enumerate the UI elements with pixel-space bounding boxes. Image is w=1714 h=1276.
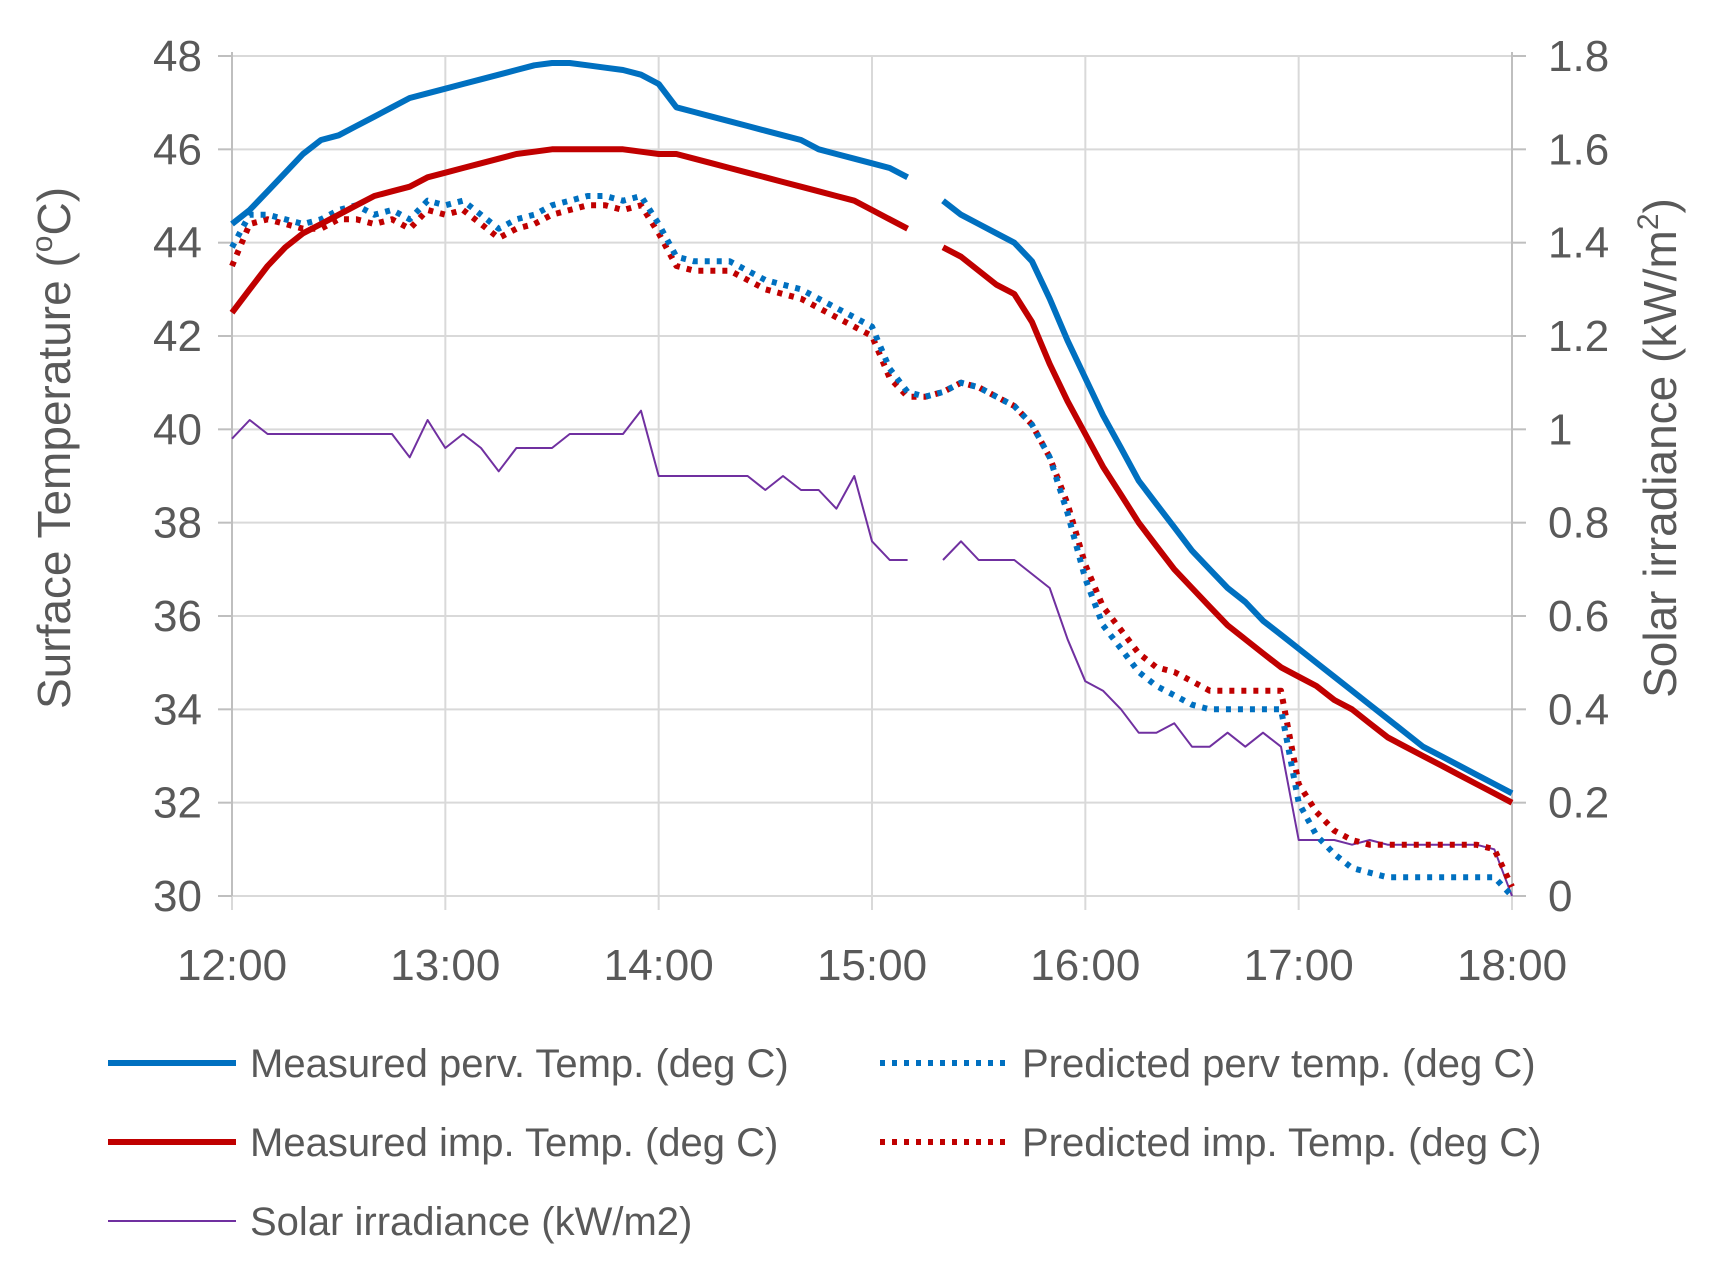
legend-label-measured-perv: Measured perv. Temp. (deg C) (250, 1042, 789, 1086)
y-tick-label: 46 (153, 125, 202, 174)
legend-item-measured-imp: Measured imp. Temp. (deg C) (108, 1121, 778, 1165)
y2-tick-label: 1.8 (1548, 32, 1609, 81)
x-tick-label: 16:00 (1030, 941, 1140, 990)
y2-tick-label: 0.6 (1548, 592, 1609, 641)
legend-label-predicted-perv: Predicted perv temp. (deg C) (1022, 1042, 1536, 1086)
legend-item-predicted-imp: Predicted imp. Temp. (deg C) (880, 1121, 1541, 1165)
x-tick-label: 12:00 (177, 941, 287, 990)
y2-tick-label: 1.2 (1548, 312, 1609, 361)
series-line-0 (230, 60, 1514, 796)
legend-item-predicted-perv: Predicted perv temp. (deg C) (880, 1042, 1536, 1086)
y-tick-label: 48 (153, 32, 202, 81)
series-line-3 (229, 202, 1515, 888)
legend-item-solar: Solar irradiance (kW/m2) (108, 1200, 692, 1244)
y2-tick-label: 1.6 (1548, 125, 1609, 174)
y2-tick-label: 1.4 (1548, 219, 1609, 268)
legend-label-predicted-imp: Predicted imp. Temp. (deg C) (1022, 1121, 1541, 1165)
series-line-2 (229, 193, 1515, 899)
y2-tick-label: 0 (1548, 872, 1572, 921)
y2-tick-label: 0.8 (1548, 499, 1609, 548)
y2-tick-label: 1 (1548, 405, 1572, 454)
x-tick-label: 15:00 (817, 941, 927, 990)
legend-label-solar: Solar irradiance (kW/m2) (250, 1200, 692, 1244)
y2-tick-label: 0.4 (1548, 685, 1609, 734)
y2-axis-title: Solar irradiance (kW/m2) (1632, 198, 1686, 698)
y-tick-label: 38 (153, 499, 202, 548)
legend-label-measured-imp: Measured imp. Temp. (deg C) (250, 1121, 778, 1165)
legend-item-measured-perv: Measured perv. Temp. (deg C) (108, 1042, 789, 1086)
y-tick-label: 42 (153, 312, 202, 361)
x-tick-label: 14:00 (604, 941, 714, 990)
series-line-1 (229, 146, 1514, 806)
y-tick-label: 32 (153, 779, 202, 828)
y-tick-label: 40 (153, 405, 202, 454)
y-tick-label: 44 (153, 219, 202, 268)
y-tick-label: 34 (153, 685, 202, 734)
y-axis-title: Surface Temperature (oC) (26, 187, 80, 709)
series-lines (229, 60, 1515, 899)
gridlines (231, 55, 1513, 910)
y2-tick-label: 0.2 (1548, 779, 1609, 828)
x-tick-label: 17:00 (1244, 941, 1354, 990)
y-tick-label: 36 (153, 592, 202, 641)
axes: 30 32 34 36 38 40 42 44 46 48 12:00 13:00 14:00 15:00… (153, 32, 1609, 990)
x-tick-label: 13:00 (390, 941, 500, 990)
y-tick-label: 30 (153, 872, 202, 921)
x-tick-label: 18:00 (1457, 941, 1567, 990)
legend: Measured perv. Temp. (deg C) Predicted p… (108, 1042, 1541, 1244)
